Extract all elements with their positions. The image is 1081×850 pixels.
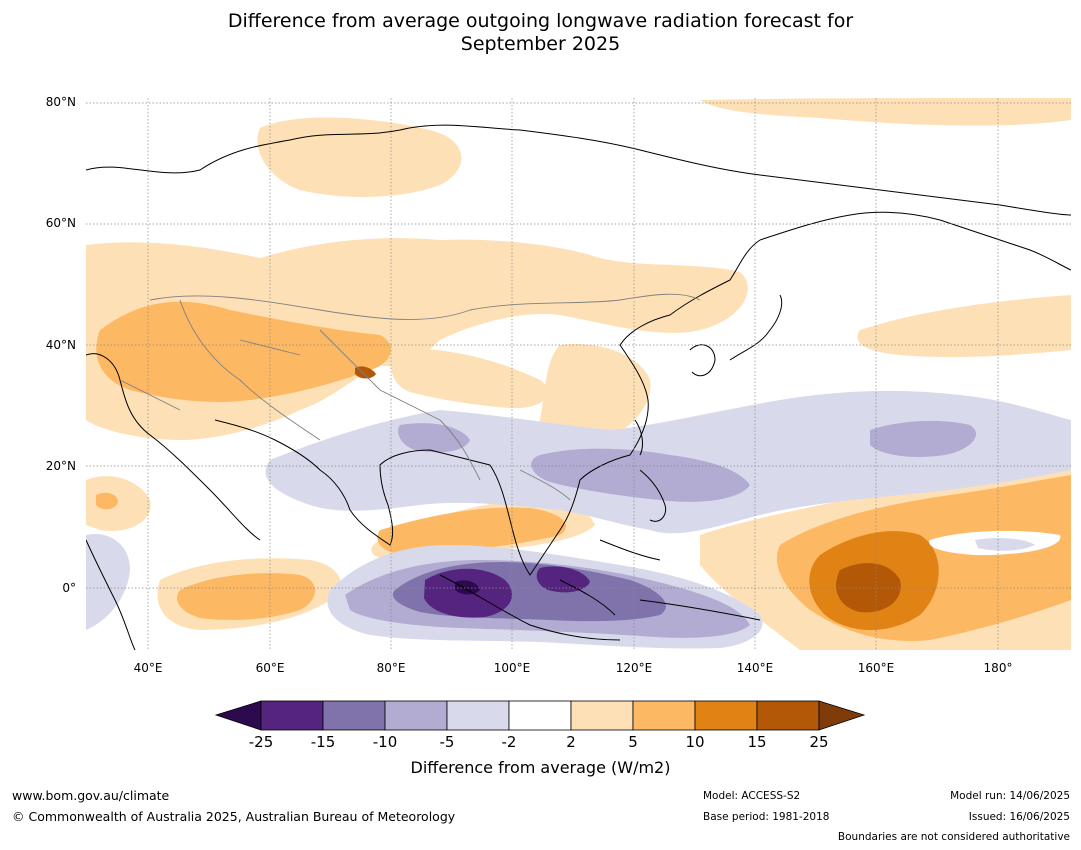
website-link[interactable]: www.bom.gov.au/climate [12, 788, 170, 803]
lat-label-40n: 40°N [45, 338, 76, 352]
chart-title: Difference from average outgoing longwav… [0, 10, 1081, 56]
colorbar-tick-label: -25 [248, 733, 274, 751]
lon-label-80e: 80°E [376, 661, 406, 675]
colorbar-bin-1 [260, 700, 324, 731]
colorbar-tick-label: -15 [310, 733, 336, 751]
colorbar-bin-4 [446, 700, 510, 731]
base-period: Base period: 1981-2018 [703, 811, 830, 823]
lon-label-60e: 60°E [255, 661, 285, 675]
lon-label-100e: 100°E [493, 661, 531, 675]
colorbar-tick-label: 10 [685, 733, 705, 751]
copyright-notice: © Commonwealth of Australia 2025, Austra… [12, 809, 456, 824]
colorbar-bin-8 [694, 700, 758, 731]
colorbar-tick-label: -2 [501, 733, 517, 751]
colorbar-bin-2 [322, 700, 386, 731]
lon-label-40e: 40°E [133, 661, 163, 675]
lat-label-80n: 80°N [45, 95, 76, 109]
colorbar-bin-9 [756, 700, 820, 731]
colorbar-tick-label: -10 [372, 733, 398, 751]
colorbar-bin-7 [632, 700, 696, 731]
coastlines [86, 124, 1071, 650]
lat-label-60n: 60°N [45, 216, 76, 230]
colorbar-tick-label: -5 [439, 733, 455, 751]
colorbar-label: Difference from average (W/m2) [410, 758, 671, 777]
model-name: Model: ACCESS-S2 [703, 790, 801, 802]
forecast-map [86, 98, 1071, 650]
lon-label-120e: 120°E [615, 661, 653, 675]
gridlines [86, 98, 1071, 650]
boundaries-disclaimer: Boundaries are not considered authoritat… [837, 831, 1070, 843]
colorbar-min-extension [214, 700, 262, 731]
colorbar [214, 700, 866, 731]
anomaly-positive-very-strong [355, 366, 901, 613]
anomaly-negative-weak-pocket [975, 537, 1035, 551]
country-boundaries [119, 293, 701, 501]
anomaly-negative-very-strong [424, 566, 590, 618]
issued-date: Issued: 16/06/2025 [968, 811, 1070, 823]
colorbar-tick-label: 25 [809, 733, 829, 751]
lon-label-180: 180° [983, 661, 1013, 675]
title-line-1: Difference from average outgoing longwav… [227, 10, 854, 32]
colorbar-tick-label: 2 [566, 733, 576, 751]
colorbar-bin-6 [570, 700, 634, 731]
colorbar-bin-3 [384, 700, 448, 731]
colorbar-tick-label: 15 [747, 733, 767, 751]
title-line-2: September 2025 [460, 33, 621, 55]
colorbar-bin-5 [508, 700, 572, 731]
lon-label-160e: 160°E [857, 661, 895, 675]
colorbar-tick-label: 5 [628, 733, 638, 751]
lon-label-140e: 140°E [736, 661, 774, 675]
lat-label-0: 0° [62, 581, 76, 595]
lat-label-20n: 20°N [45, 459, 76, 473]
model-run-date: Model run: 14/06/2025 [950, 790, 1070, 802]
colorbar-max-extension [818, 700, 866, 731]
